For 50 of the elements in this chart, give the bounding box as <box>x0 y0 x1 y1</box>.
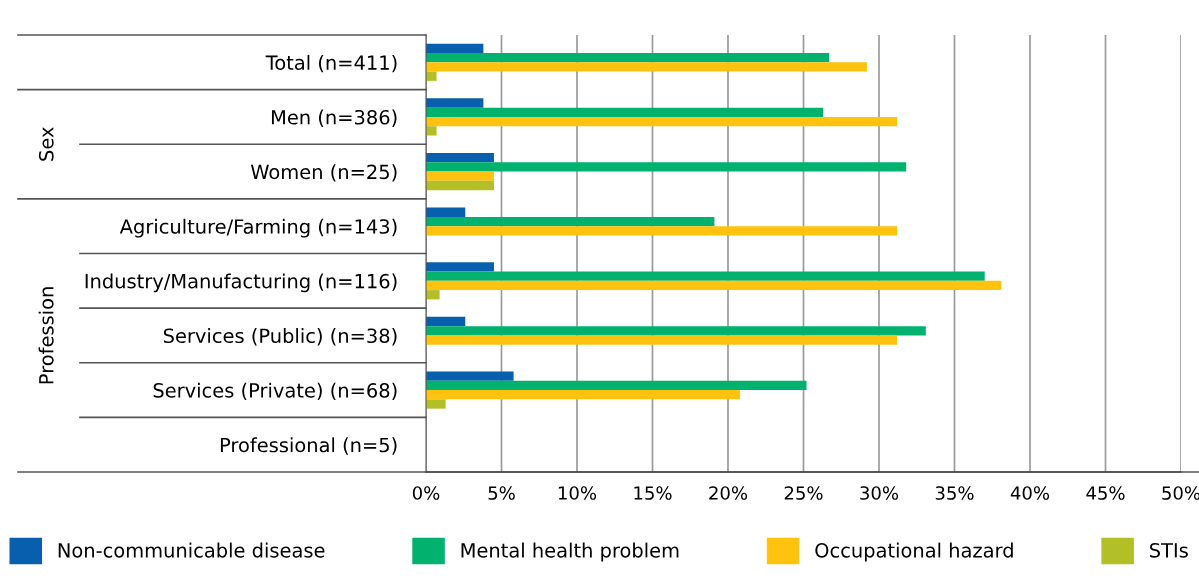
bar <box>426 262 494 272</box>
bar <box>426 53 830 63</box>
x-tick-label: 40% <box>1010 486 1050 500</box>
x-tick-label: 35% <box>935 486 974 500</box>
bar <box>426 399 446 409</box>
bar <box>426 326 926 336</box>
legend-label: Mental health problem <box>461 542 679 562</box>
bar <box>426 162 907 172</box>
y-tick-label: Services (Public) (n=38) <box>163 328 397 346</box>
text: Sex <box>38 127 54 161</box>
x-tick-label: 30% <box>860 486 899 500</box>
y-tick-label: Men (n=386) <box>271 109 397 127</box>
legend-label: Non-communicable disease <box>58 542 325 558</box>
bar <box>426 171 494 181</box>
y-tick-label: Total (n=411) <box>265 54 397 73</box>
bar <box>426 290 440 300</box>
x-tick-label: 10% <box>558 486 597 500</box>
x-tick-label: 5% <box>488 486 515 500</box>
x-tick-label: 15% <box>634 486 672 500</box>
bar <box>426 152 494 163</box>
bar <box>426 180 494 191</box>
bar <box>426 316 466 327</box>
y-tick-label: Women (n=25) <box>250 164 397 182</box>
bar <box>426 216 715 227</box>
y-tick-label: Services (Private) (n=68) <box>153 382 397 401</box>
bar <box>426 335 898 345</box>
y-tick-label: Professional (n=5) <box>220 437 397 455</box>
bar <box>426 280 1002 291</box>
bar <box>426 71 437 81</box>
bar <box>426 126 437 136</box>
legend-label: STIs <box>1150 542 1188 558</box>
bar <box>426 62 867 72</box>
x-tick-label: 45% <box>1086 486 1125 500</box>
text: Profession <box>38 287 54 384</box>
bar <box>426 207 466 217</box>
bar <box>426 98 484 108</box>
bar <box>426 390 741 400</box>
bar <box>426 107 824 117</box>
bar <box>426 43 484 54</box>
legend-label: Occupational hazard <box>815 542 1013 562</box>
x-tick-label: 25% <box>784 486 823 500</box>
bar <box>426 226 898 236</box>
y-tick-label: Industry/Manufacturing (n=116) <box>85 273 397 293</box>
y-tick-label: Agriculture/Farming (n=143) <box>119 218 397 238</box>
bar <box>426 271 985 281</box>
x-tick-label: 20% <box>709 486 748 500</box>
bar <box>426 380 807 391</box>
x-tick-label: 0% <box>412 486 440 500</box>
bar <box>426 116 898 127</box>
bar <box>426 371 514 381</box>
